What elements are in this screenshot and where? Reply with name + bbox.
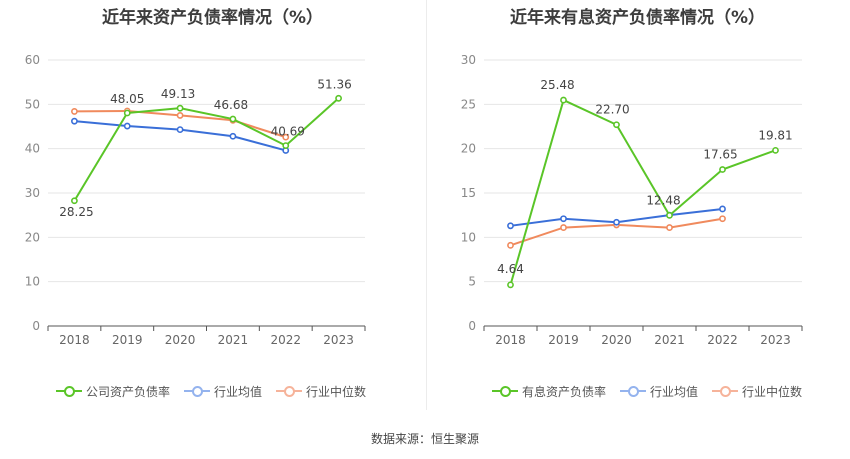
chart-title-right: 近年来有息资产负债率情况（%） (509, 8, 766, 28)
legend-item[interactable]: 行业中位数 (276, 383, 366, 400)
y-tick-label: 10 (461, 230, 476, 244)
legend-item[interactable]: 公司资产负债率 (56, 383, 170, 400)
x-tick-label: 2022 (270, 333, 301, 347)
data-point (719, 205, 726, 213)
y-tick-label: 25 (461, 97, 476, 111)
legend-item[interactable]: 行业中位数 (712, 383, 802, 400)
legend-label: 行业中位数 (306, 384, 367, 399)
data-point (560, 224, 567, 231)
legend-item[interactable]: 有息资产负债率 (492, 383, 606, 400)
data-point (335, 94, 342, 102)
legend-marker-icon (620, 384, 647, 398)
y-tick-label: 30 (461, 53, 476, 67)
data-point (719, 215, 726, 223)
legend-item[interactable]: 行业均值 (184, 383, 262, 400)
y-tick-label: 50 (25, 97, 40, 111)
chart-divider (426, 0, 427, 410)
y-tick-label: 60 (25, 53, 40, 67)
chart-plot-right: 0 5 10 15 20 25 30 2018 2019 2020 2021 2022 2023 4.64… (461, 53, 803, 347)
data-point (560, 96, 567, 104)
data-label: 22.70 (595, 103, 629, 117)
y-tick-label: 20 (461, 142, 476, 156)
data-point (507, 241, 514, 249)
legend-label: 有息资产负债率 (522, 384, 607, 399)
data-point (176, 126, 184, 134)
x-tick-label: 2019 (112, 333, 143, 347)
x-tick-label: 2022 (707, 333, 738, 347)
x-tick-label: 2021 (218, 333, 249, 347)
y-tick-label: 10 (25, 275, 40, 289)
y-tick-label: 30 (25, 186, 40, 200)
y-tick-label: 0 (32, 319, 40, 333)
data-label: 49.13 (161, 87, 195, 101)
x-tick-label: 2020 (601, 333, 632, 347)
legend-label: 行业均值 (214, 384, 263, 399)
legend-item[interactable]: 行业均值 (620, 383, 698, 400)
x-tick-label: 2023 (760, 333, 791, 347)
y-tick-label: 20 (25, 230, 40, 244)
legend-marker-icon (276, 384, 303, 398)
data-label: 19.81 (758, 128, 792, 142)
y-tick-label: 5 (468, 275, 476, 289)
data-point (507, 281, 514, 289)
data-label: 51.36 (317, 77, 351, 91)
data-point (282, 142, 290, 150)
x-tick-label: 2021 (654, 333, 685, 347)
data-point (123, 109, 131, 117)
data-point (613, 218, 620, 226)
data-label: 17.65 (703, 148, 737, 162)
series-line (509, 98, 776, 286)
data-point (229, 115, 237, 123)
data-point (772, 146, 779, 154)
data-label: 48.05 (110, 92, 144, 106)
data-point (176, 112, 184, 119)
legend-marker-icon (56, 384, 82, 398)
x-tick-label: 2018 (59, 333, 90, 347)
legend-marker-icon (492, 384, 518, 398)
y-tick-label: 0 (468, 319, 476, 333)
legend-left: 公司资产负债率 行业均值 行业中位数 (56, 382, 380, 400)
chart-plot-left: 0 10 20 30 40 50 60 2018 2019 2020 2021 2022 2023 28.… (25, 53, 366, 347)
legend-label: 行业中位数 (742, 384, 803, 399)
series-line (73, 97, 340, 202)
x-tick-label: 2019 (548, 333, 579, 347)
data-label: 25.48 (540, 78, 574, 92)
data-point (71, 197, 78, 205)
data-source-note: 数据来源：恒生聚源 (370, 432, 479, 446)
data-point (560, 215, 567, 223)
data-point (229, 132, 237, 140)
legend-label: 公司资产负债率 (86, 384, 171, 399)
data-point (613, 121, 620, 129)
data-point (282, 133, 290, 141)
x-tick-label: 2023 (323, 333, 354, 347)
data-point (719, 166, 726, 173)
legend-label: 行业均值 (650, 384, 699, 399)
data-label: 28.25 (59, 205, 93, 219)
data-point (666, 224, 673, 231)
legend-right: 有息资产负债率 行业均值 行业中位数 (492, 382, 816, 400)
data-label: 4.64 (497, 262, 524, 276)
y-tick-label: 15 (461, 186, 476, 200)
data-point (71, 117, 78, 125)
x-tick-label: 2018 (495, 333, 526, 347)
data-point (507, 222, 514, 230)
data-label: 12.48 (646, 193, 680, 207)
data-point (71, 108, 78, 115)
x-tick-label: 2020 (165, 333, 196, 347)
data-point (123, 122, 131, 130)
legend-marker-icon (184, 384, 211, 398)
data-label: 40.69 (271, 125, 305, 139)
legend-marker-icon (712, 384, 739, 398)
chart-title-left: 近年来资产负债率情况（%） (101, 8, 324, 28)
data-point (666, 211, 673, 219)
data-label: 46.68 (214, 98, 248, 112)
y-tick-label: 40 (25, 142, 40, 156)
data-point (176, 104, 184, 112)
